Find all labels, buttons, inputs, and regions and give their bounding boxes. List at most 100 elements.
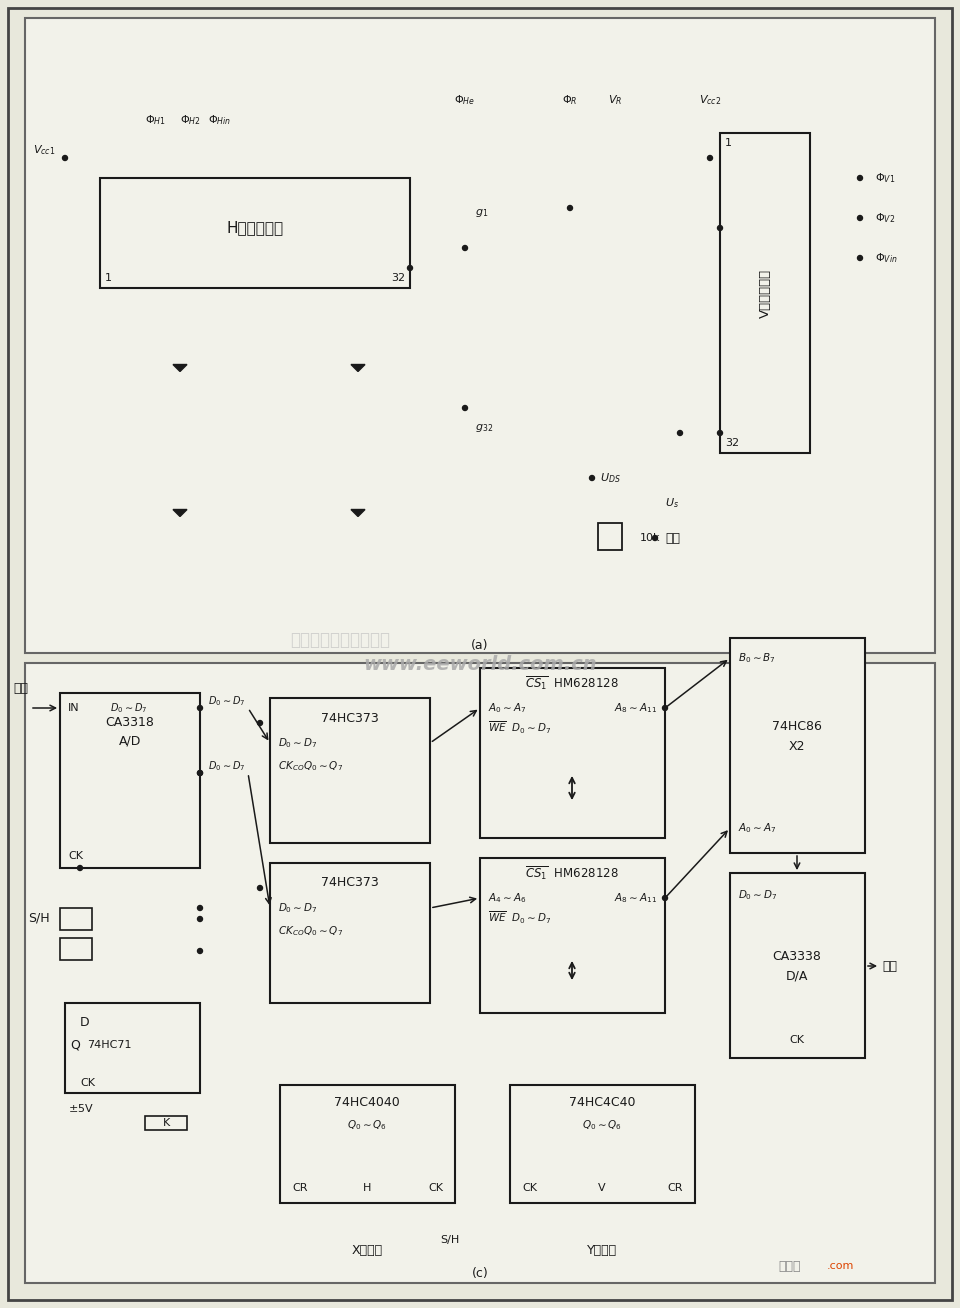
Text: $g_1$: $g_1$ — [475, 207, 489, 218]
Text: $A_4{\sim}A_6$: $A_4{\sim}A_6$ — [488, 891, 526, 905]
Text: $\Phi_{Hin}$: $\Phi_{Hin}$ — [208, 112, 231, 127]
Bar — [145, 1116, 187, 1130]
Text: V: V — [598, 1182, 606, 1193]
Text: $Q_0{\sim}Q_6$: $Q_0{\sim}Q_6$ — [347, 1118, 387, 1131]
Text: CR: CR — [667, 1182, 683, 1193]
Text: $V_R$: $V_R$ — [608, 93, 622, 107]
Circle shape — [198, 948, 203, 954]
Text: $U_{DS}$: $U_{DS}$ — [600, 471, 621, 485]
Text: 32: 32 — [725, 438, 739, 449]
Text: CR: CR — [292, 1182, 307, 1193]
Text: $V_{cc1}$: $V_{cc1}$ — [33, 143, 55, 157]
Text: $D_0{\sim}D_7$: $D_0{\sim}D_7$ — [207, 695, 245, 708]
Text: CK: CK — [789, 1035, 804, 1045]
Circle shape — [407, 266, 413, 271]
Text: CA3338: CA3338 — [773, 950, 822, 963]
Text: X轴脉冲: X轴脉冲 — [351, 1244, 383, 1257]
Text: $A_8{\sim}A_{11}$: $A_8{\sim}A_{11}$ — [614, 891, 657, 905]
Circle shape — [708, 156, 712, 161]
Circle shape — [198, 905, 203, 910]
Text: 1: 1 — [105, 273, 112, 283]
Text: $Q_0{\sim}Q_6$: $Q_0{\sim}Q_6$ — [582, 1118, 622, 1131]
Text: $CK_{CO}Q_0{\sim}Q_7$: $CK_{CO}Q_0{\sim}Q_7$ — [278, 923, 343, 938]
Text: IN: IN — [68, 702, 80, 713]
Text: $\Phi_{H2}$: $\Phi_{H2}$ — [180, 112, 201, 127]
Text: 输入: 输入 — [13, 681, 28, 695]
Text: www.eeworld.com.cn: www.eeworld.com.cn — [363, 655, 597, 675]
Circle shape — [717, 225, 723, 230]
Circle shape — [678, 430, 683, 436]
Text: $D_0{\sim}D_7$: $D_0{\sim}D_7$ — [738, 888, 778, 903]
Bar — [25, 18, 935, 653]
Bar — [100, 178, 410, 288]
Text: CK: CK — [68, 852, 83, 861]
Text: 74HC4C40: 74HC4C40 — [568, 1096, 636, 1109]
Text: CA3318: CA3318 — [106, 717, 155, 730]
Bar — [480, 668, 665, 838]
Text: $A_0{\sim}A_7$: $A_0{\sim}A_7$ — [738, 821, 777, 835]
Circle shape — [857, 255, 862, 260]
Bar — [60, 938, 92, 960]
Text: $\overline{CS_1}$  HM628128: $\overline{CS_1}$ HM628128 — [525, 865, 619, 882]
Circle shape — [567, 205, 572, 211]
Bar — [60, 908, 92, 930]
Text: $D_0{\sim}D_7$: $D_0{\sim}D_7$ — [110, 701, 148, 715]
Text: 74HC373: 74HC373 — [322, 712, 379, 725]
Circle shape — [198, 770, 203, 776]
Circle shape — [463, 246, 468, 251]
Text: V移位寄存器: V移位寄存器 — [758, 268, 772, 318]
Bar — [730, 872, 865, 1058]
Text: 输出: 输出 — [882, 960, 897, 973]
Bar — [60, 693, 200, 869]
Polygon shape — [351, 365, 365, 371]
Text: D/A: D/A — [786, 969, 808, 982]
Bar — [65, 1003, 200, 1093]
Bar — [480, 858, 665, 1012]
Circle shape — [463, 405, 468, 411]
Text: $B_0{\sim}B_7$: $B_0{\sim}B_7$ — [738, 651, 776, 664]
Text: CK: CK — [80, 1078, 95, 1088]
Text: 1: 1 — [725, 139, 732, 148]
Circle shape — [857, 175, 862, 181]
Text: $D_0{\sim}D_7$: $D_0{\sim}D_7$ — [278, 901, 318, 914]
Text: $\Phi_{V1}$: $\Phi_{V1}$ — [875, 171, 896, 184]
Text: 输出: 输出 — [665, 531, 680, 544]
Bar — [25, 663, 935, 1283]
Text: D: D — [80, 1016, 89, 1029]
Text: A/D: A/D — [119, 735, 141, 747]
Circle shape — [662, 896, 667, 900]
Text: $\overline{WE}$  $D_0{\sim}D_7$: $\overline{WE}$ $D_0{\sim}D_7$ — [488, 910, 551, 926]
Bar — [510, 1086, 695, 1203]
Polygon shape — [173, 510, 187, 517]
Bar — [280, 1086, 455, 1203]
Text: $V_{cc2}$: $V_{cc2}$ — [699, 93, 721, 107]
Text: K: K — [162, 1118, 170, 1127]
Text: $A_0{\sim}A_7$: $A_0{\sim}A_7$ — [488, 701, 526, 715]
Bar — [598, 523, 622, 549]
Text: $\overline{WE}$  $D_0{\sim}D_7$: $\overline{WE}$ $D_0{\sim}D_7$ — [488, 719, 551, 736]
Circle shape — [198, 917, 203, 922]
Text: 10k: 10k — [640, 532, 660, 543]
Text: $CK_{CO}Q_0{\sim}Q_7$: $CK_{CO}Q_0{\sim}Q_7$ — [278, 759, 343, 773]
Text: 杭州炬睿科技有限公司: 杭州炬睿科技有限公司 — [290, 630, 390, 649]
Circle shape — [257, 721, 262, 726]
Text: $\pm$5V: $\pm$5V — [68, 1103, 94, 1114]
Circle shape — [198, 770, 203, 776]
Text: X2: X2 — [789, 739, 805, 752]
Text: $\Phi_{V2}$: $\Phi_{V2}$ — [875, 211, 896, 225]
Circle shape — [717, 430, 723, 436]
Circle shape — [857, 216, 862, 221]
Circle shape — [62, 156, 67, 161]
Text: (c): (c) — [471, 1266, 489, 1279]
Text: (a): (a) — [471, 638, 489, 651]
Text: $U_s$: $U_s$ — [665, 496, 679, 510]
Text: H: H — [363, 1182, 372, 1193]
Text: $\overline{CS_1}$  HM628128: $\overline{CS_1}$ HM628128 — [525, 674, 619, 692]
Text: $D_0{\sim}D_7$: $D_0{\sim}D_7$ — [207, 759, 245, 773]
Polygon shape — [351, 510, 365, 517]
Text: Q: Q — [70, 1039, 80, 1052]
Text: 74HC86: 74HC86 — [772, 719, 822, 732]
Text: $\Phi_R$: $\Phi_R$ — [563, 93, 578, 107]
Text: CK: CK — [522, 1182, 537, 1193]
Text: Y轴脉冲: Y轴脉冲 — [587, 1244, 617, 1257]
